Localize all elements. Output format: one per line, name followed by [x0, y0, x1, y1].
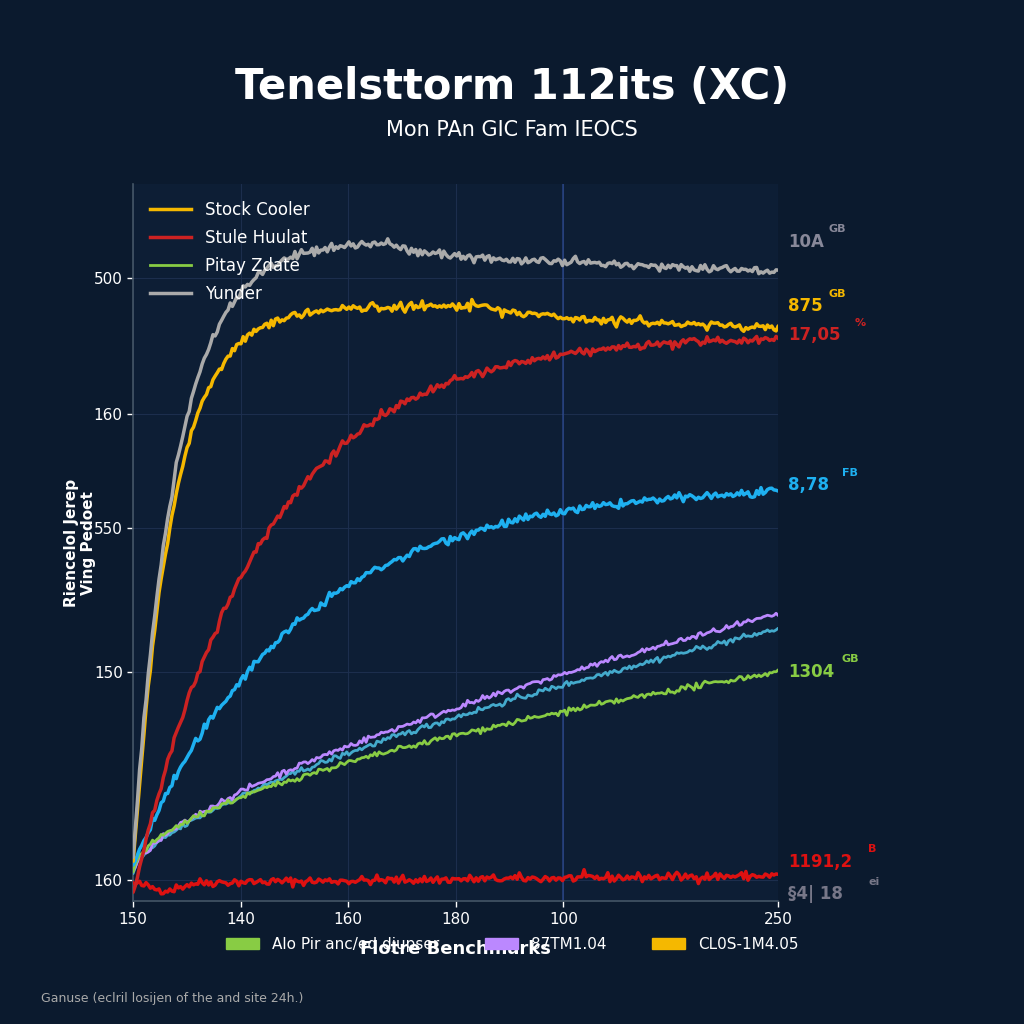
Text: 1191,2: 1191,2: [788, 853, 853, 870]
Text: ei: ei: [868, 877, 880, 887]
Text: 10A: 10A: [788, 232, 824, 251]
Text: GB: GB: [828, 224, 846, 234]
Text: %: %: [855, 317, 866, 328]
Text: 17,05: 17,05: [788, 326, 841, 344]
Text: 8,78: 8,78: [788, 476, 829, 495]
Text: 1304: 1304: [788, 663, 835, 681]
Text: GB: GB: [842, 654, 859, 665]
Text: §4| 18: §4| 18: [788, 885, 844, 903]
Text: B: B: [868, 845, 877, 854]
Text: FB: FB: [842, 468, 858, 478]
Text: Ganuse (eclril losijen of the and site 24h.): Ganuse (eclril losijen of the and site 2…: [41, 992, 303, 1005]
Text: 875: 875: [788, 297, 823, 315]
Legend: Stock Cooler, Stule Huulat, Pitay Zdate, Yunder: Stock Cooler, Stule Huulat, Pitay Zdate,…: [141, 193, 317, 311]
Text: GB: GB: [828, 289, 846, 299]
Text: Tenelsttorm 112its (XC): Tenelsttorm 112its (XC): [234, 66, 790, 109]
Legend: Alo Pir anc/ed djupser, 87TM1.04, CL0S-1M4.05: Alo Pir anc/ed djupser, 87TM1.04, CL0S-1…: [220, 931, 804, 958]
Y-axis label: Riencelol Jerep
Ving Pedoet: Riencelol Jerep Ving Pedoet: [63, 478, 96, 607]
X-axis label: Flotre Benchmarks: Flotre Benchmarks: [360, 940, 551, 958]
Text: Mon PAn GIC Fam IEOCS: Mon PAn GIC Fam IEOCS: [386, 120, 638, 140]
